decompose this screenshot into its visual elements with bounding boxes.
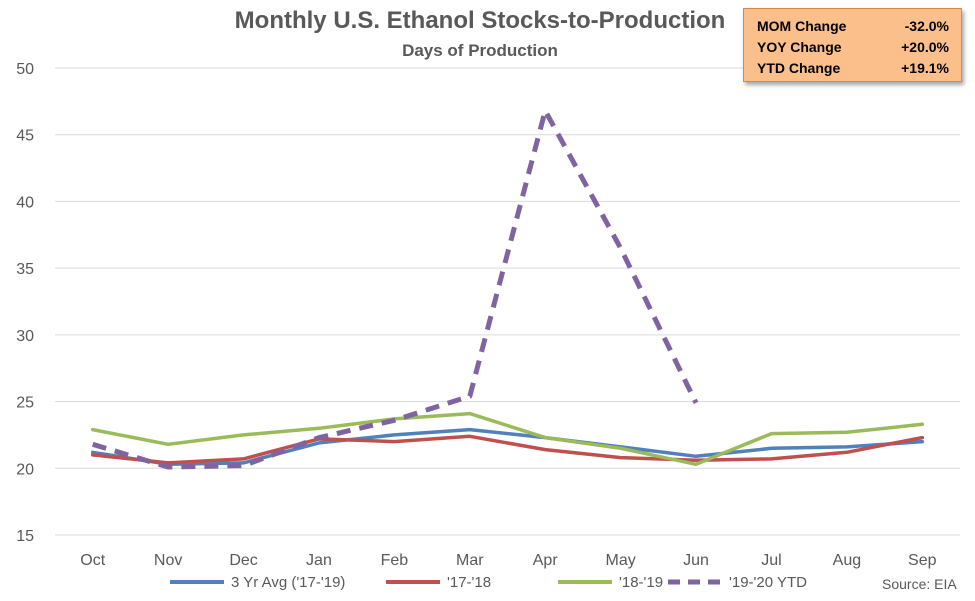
x-tick-label: Mar <box>456 552 484 569</box>
y-tick-label: 25 <box>16 395 34 412</box>
stat-label: MOM Change <box>757 18 847 34</box>
y-tick-label: 20 <box>16 461 34 478</box>
stat-label: YTD Change <box>757 60 841 76</box>
y-tick-label: 45 <box>16 128 34 145</box>
source-note: Source: EIA <box>882 576 957 592</box>
x-tick-label: Dec <box>229 552 257 569</box>
x-tick-label: May <box>606 552 636 569</box>
series-line <box>90 411 925 467</box>
legend-label: 3 Yr Avg ('17-'19) <box>231 574 345 591</box>
x-tick-label: Jan <box>306 552 332 569</box>
y-tick-label: 50 <box>16 61 34 78</box>
x-tick-label: Aug <box>833 552 861 569</box>
stat-value: +19.1% <box>901 60 949 76</box>
legend-label: '18-'19 <box>619 574 663 591</box>
y-tick-label: 15 <box>16 528 34 545</box>
x-tick-label: Sep <box>908 552 937 569</box>
stat-value: +20.0% <box>901 39 949 55</box>
x-tick-label: Jun <box>683 552 709 569</box>
x-tick-label: Apr <box>533 552 559 569</box>
y-tick-label: 35 <box>16 261 34 278</box>
change-stats-box: MOM Change -32.0% YOY Change +20.0% YTD … <box>743 8 962 82</box>
y-tick-label: 30 <box>16 328 34 345</box>
stat-row-ytd: YTD Change +19.1% <box>757 58 949 79</box>
y-tick-label: 40 <box>16 194 34 211</box>
series-line <box>90 427 925 467</box>
x-tick-label: Jul <box>761 552 781 569</box>
chart-title: Monthly U.S. Ethanol Stocks-to-Productio… <box>234 7 726 34</box>
legend-label: '19-'20 YTD <box>729 574 807 591</box>
x-tick-label: Feb <box>381 552 409 569</box>
legend-label: '17-'18 <box>447 574 491 591</box>
x-tick-label: Nov <box>154 552 182 569</box>
stat-label: YOY Change <box>757 39 842 55</box>
chart-subtitle: Days of Production <box>402 41 558 60</box>
stat-row-yoy: YOY Change +20.0% <box>757 37 949 58</box>
series-line <box>90 434 925 465</box>
stat-row-mom: MOM Change -32.0% <box>757 16 949 37</box>
x-tick-label: Oct <box>80 552 105 569</box>
series-line <box>91 108 699 470</box>
stat-value: -32.0% <box>904 18 949 34</box>
